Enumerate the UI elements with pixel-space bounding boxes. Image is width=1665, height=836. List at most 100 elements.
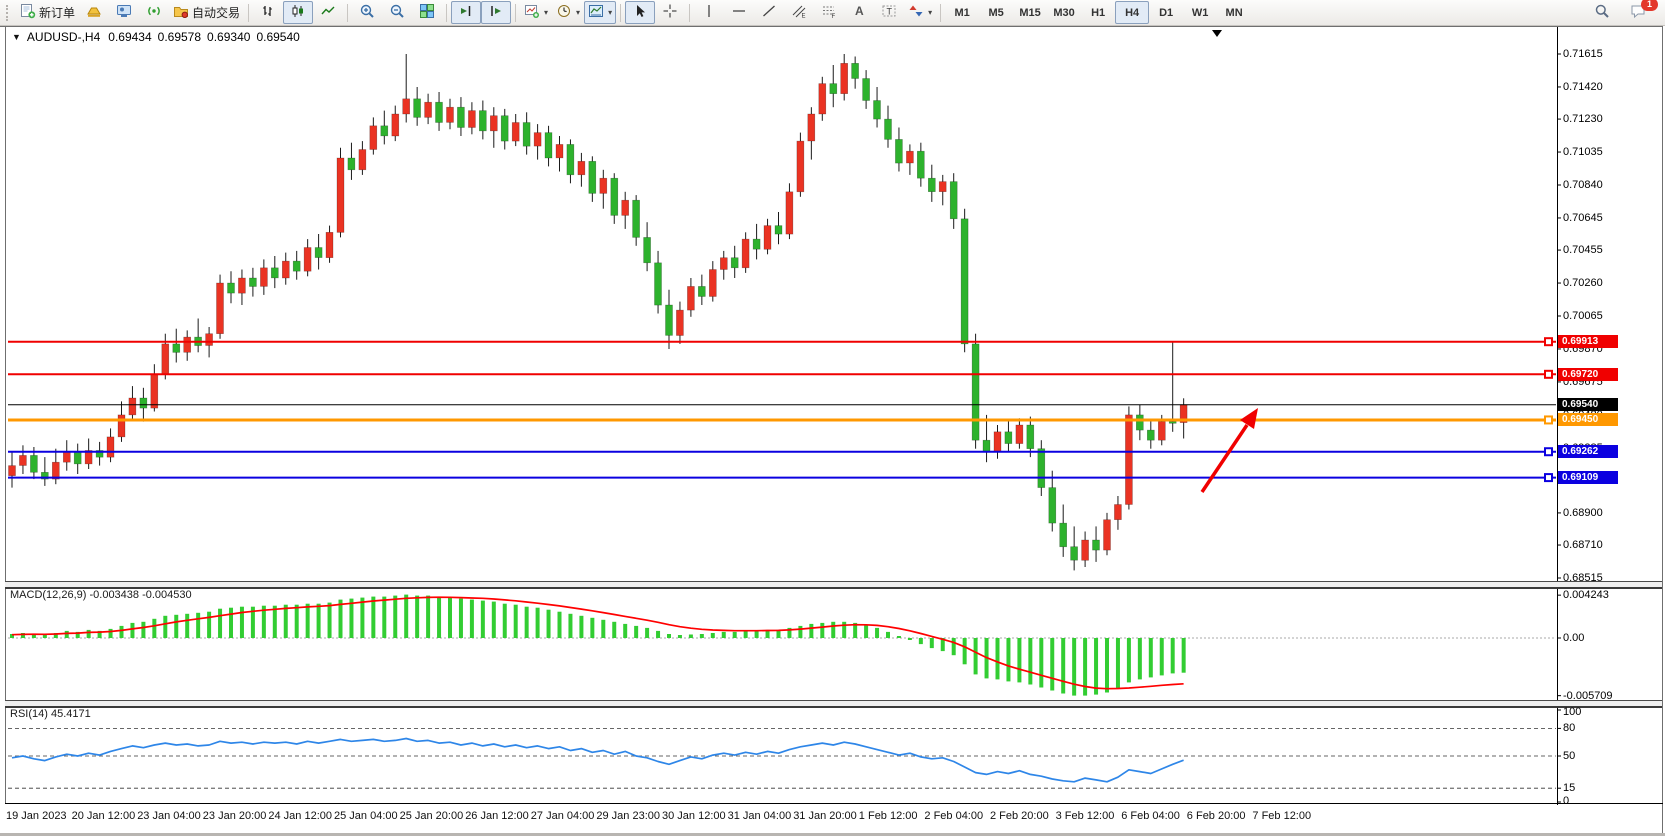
toolbar-separator bbox=[689, 3, 691, 22]
trendline-tool-button[interactable] bbox=[754, 1, 784, 24]
text-label-icon: T bbox=[881, 3, 897, 22]
open-value: 0.69434 bbox=[108, 30, 152, 44]
chevron-down-icon: ▾ bbox=[608, 8, 613, 17]
signal-waves-icon bbox=[146, 3, 162, 22]
toolbar-separator bbox=[620, 3, 622, 22]
pane-separator-macd[interactable] bbox=[5, 581, 1662, 589]
templates-button[interactable]: ▾ bbox=[584, 1, 617, 24]
timeframe-h1-button[interactable]: H1 bbox=[1091, 6, 1106, 19]
search-icon bbox=[1594, 3, 1610, 22]
arrows-icon bbox=[908, 3, 924, 22]
hline-0.69450[interactable] bbox=[8, 415, 1556, 425]
zoom-out-button[interactable] bbox=[382, 1, 412, 24]
trend-arrow-annotation[interactable] bbox=[1200, 408, 1258, 493]
vertical-line-icon bbox=[701, 3, 717, 22]
hline-0.69720[interactable] bbox=[8, 369, 1556, 379]
search-button[interactable] bbox=[1587, 1, 1617, 24]
rsi-name: RSI(14) bbox=[10, 708, 48, 720]
chart-ohlc-header: ▼ AUDUSD-,H4 0.69434 0.69578 0.69340 0.6… bbox=[12, 30, 300, 44]
chart-shift-button[interactable] bbox=[481, 1, 512, 24]
hline-0.69913[interactable] bbox=[8, 337, 1556, 347]
gold-ingot-icon bbox=[86, 3, 102, 22]
macd-values: -0.003438 -0.004530 bbox=[89, 589, 192, 601]
price-axis-border bbox=[1557, 27, 1558, 805]
timeframe-d1-button[interactable]: D1 bbox=[1159, 6, 1174, 19]
toolbar-right-group: 1 bbox=[1587, 0, 1661, 24]
macd-histogram bbox=[10, 594, 1186, 696]
new-order-label: 新订单 bbox=[39, 6, 76, 20]
new-chart-button[interactable]: ▾ bbox=[520, 1, 552, 24]
notifications-button[interactable]: 1 bbox=[1623, 0, 1658, 24]
crosshair-button[interactable] bbox=[655, 1, 685, 24]
zoom-in-button[interactable] bbox=[352, 1, 382, 24]
toolbar-separator bbox=[940, 3, 942, 22]
periods-button[interactable]: ▾ bbox=[552, 1, 584, 24]
pane-separator-rsi[interactable] bbox=[5, 700, 1662, 708]
auto-scroll-icon bbox=[458, 3, 474, 22]
gold-ingot-button[interactable] bbox=[79, 1, 109, 24]
chart-menu-caret-icon[interactable]: ▼ bbox=[12, 32, 21, 42]
tile-windows-button[interactable] bbox=[412, 1, 442, 24]
window-bottom-frame bbox=[0, 833, 1665, 836]
high-value: 0.69578 bbox=[157, 30, 202, 44]
equidistant-channel-button[interactable]: E bbox=[784, 1, 814, 24]
toolbar-separator bbox=[515, 3, 517, 22]
auto-trading-label: 自动交易 bbox=[192, 6, 241, 20]
auto-trading-button[interactable]: 自动交易 bbox=[169, 1, 244, 24]
new-chart-icon bbox=[524, 3, 540, 22]
chart-shift-icon bbox=[488, 3, 504, 22]
auto-scroll-button[interactable] bbox=[451, 1, 482, 24]
toolbar-grip bbox=[6, 4, 13, 21]
rsi-line bbox=[11, 737, 1184, 783]
arrows-tool-button[interactable]: ▾ bbox=[904, 1, 936, 24]
notification-badge: 1 bbox=[1641, 0, 1658, 11]
candlestick-chart-button[interactable] bbox=[283, 1, 314, 24]
timeframe-w1-button[interactable]: W1 bbox=[1191, 6, 1209, 19]
timeframe-m30-button[interactable]: M30 bbox=[1053, 6, 1075, 19]
horizontal-line-icon bbox=[731, 3, 747, 22]
rsi-label: RSI(14) 45.4171 bbox=[10, 708, 91, 720]
timeframe-group: M1 M5 M15 M30 H1 H4 D1 W1 MN bbox=[945, 1, 1251, 24]
text-tool-button[interactable]: A bbox=[844, 1, 874, 24]
new-order-icon bbox=[20, 3, 36, 22]
text-icon: A bbox=[851, 3, 867, 22]
auto-trading-icon bbox=[173, 3, 189, 22]
timeframe-m1-button[interactable]: M1 bbox=[954, 6, 970, 19]
tile-windows-icon bbox=[419, 3, 435, 22]
bar-chart-button[interactable] bbox=[253, 1, 283, 24]
chevron-down-icon: ▾ bbox=[576, 8, 581, 17]
timeframe-m5-button[interactable]: M5 bbox=[988, 6, 1004, 19]
svg-text:A: A bbox=[855, 4, 864, 18]
chart-shift-marker-icon[interactable] bbox=[1212, 30, 1222, 37]
hline-0.69262[interactable] bbox=[8, 447, 1556, 457]
signals-button[interactable] bbox=[139, 1, 169, 24]
chevron-down-icon: ▾ bbox=[544, 8, 549, 17]
svg-text:E: E bbox=[802, 14, 806, 20]
chart-top-border bbox=[0, 26, 1663, 27]
timeframe-m15-button[interactable]: M15 bbox=[1019, 6, 1041, 19]
text-label-tool-button[interactable]: T bbox=[874, 1, 904, 24]
bar-chart-icon bbox=[260, 3, 276, 22]
chart-right-border bbox=[1662, 26, 1663, 834]
fibonacci-icon: F bbox=[821, 3, 837, 22]
cursor-icon bbox=[632, 3, 648, 22]
candle-series bbox=[8, 54, 1188, 571]
new-order-button[interactable]: 新订单 bbox=[16, 1, 79, 24]
fibonacci-tool-button[interactable]: F bbox=[814, 1, 844, 24]
timeframe-h4-button[interactable]: H4 bbox=[1115, 1, 1150, 24]
toolbar-separator bbox=[347, 3, 349, 22]
horizontal-line-tool-button[interactable] bbox=[724, 1, 754, 24]
hline-0.69109[interactable] bbox=[8, 473, 1556, 483]
timeframe-mn-button[interactable]: MN bbox=[1225, 6, 1243, 19]
low-value: 0.69340 bbox=[207, 30, 251, 44]
cursor-button[interactable] bbox=[625, 1, 656, 24]
channel-icon: E bbox=[791, 3, 807, 22]
line-chart-button[interactable] bbox=[313, 1, 343, 24]
vertical-line-tool-button[interactable] bbox=[694, 1, 724, 24]
trader-desk-button[interactable] bbox=[109, 1, 139, 24]
clock-icon bbox=[556, 3, 572, 22]
svg-text:T: T bbox=[887, 7, 893, 17]
rsi-value: 45.4171 bbox=[50, 708, 91, 720]
